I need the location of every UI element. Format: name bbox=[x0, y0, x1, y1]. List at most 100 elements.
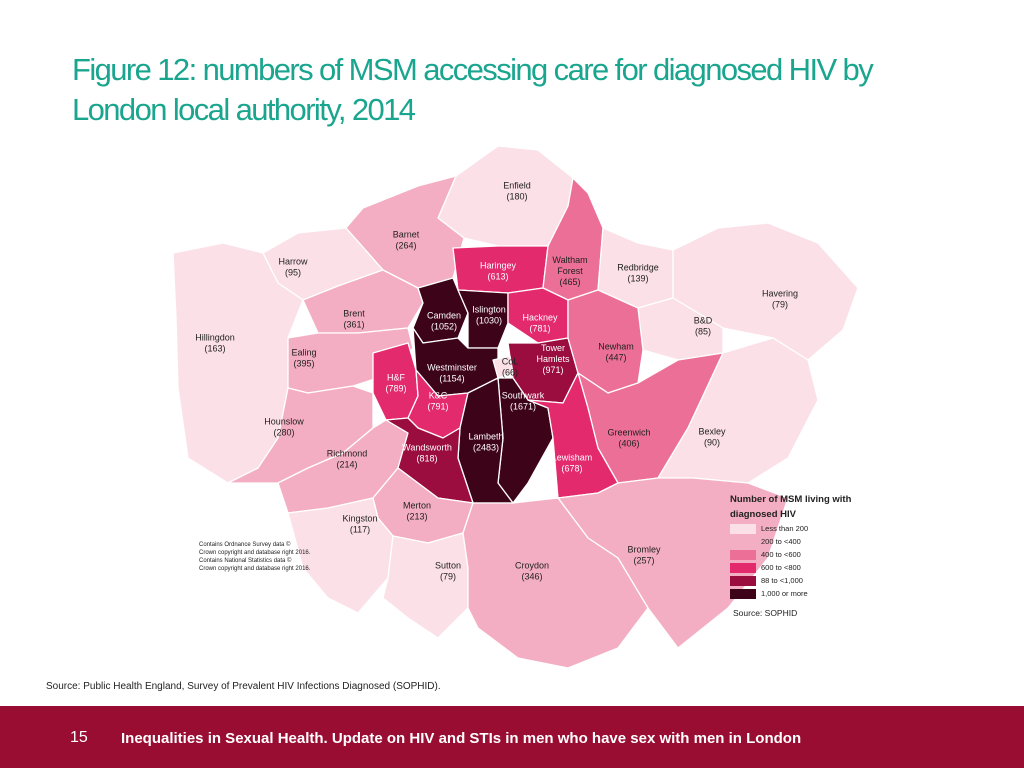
borough-name-label: Barnet bbox=[393, 230, 420, 240]
borough-value-label: (79) bbox=[440, 572, 456, 582]
map-credits: Contains Ordnance Survey data © Crown co… bbox=[199, 541, 359, 573]
borough-value-label: (2483) bbox=[473, 443, 499, 453]
borough-value-label: (95) bbox=[285, 268, 301, 278]
borough-name-label: Ealing bbox=[291, 348, 316, 358]
borough-value-label: (789) bbox=[385, 384, 406, 394]
legend-item: Less than 200 bbox=[730, 522, 890, 535]
borough-name-label: Tower bbox=[541, 343, 565, 353]
borough-name-label: Havering bbox=[762, 289, 798, 299]
borough-name-label: Hamlets bbox=[536, 354, 570, 364]
source-note: Source: Public Health England, Survey of… bbox=[46, 681, 441, 692]
borough-name-label: Kingston bbox=[342, 514, 377, 524]
borough-name-label: Bexley bbox=[698, 427, 726, 437]
borough-value-label: (1052) bbox=[431, 322, 457, 332]
borough-value-label: (346) bbox=[521, 572, 542, 582]
borough-value-label: (361) bbox=[343, 320, 364, 330]
legend-swatch bbox=[730, 549, 756, 560]
borough-value-label: (395) bbox=[293, 359, 314, 369]
legend-swatch bbox=[730, 536, 756, 547]
borough-value-label: (818) bbox=[416, 454, 437, 464]
borough-col bbox=[492, 355, 514, 379]
borough-value-label: (280) bbox=[273, 428, 294, 438]
page-number: 15 bbox=[70, 729, 88, 746]
legend-swatch bbox=[730, 575, 756, 586]
borough-name-label: Lewisham bbox=[552, 453, 593, 463]
legend-item: 1,000 or more bbox=[730, 587, 890, 600]
borough-value-label: (79) bbox=[772, 300, 788, 310]
borough-name-label: Hillingdon bbox=[195, 333, 235, 343]
legend-label: 200 to <400 bbox=[761, 537, 801, 546]
borough-name-label: Greenwich bbox=[607, 428, 650, 438]
page-title: Figure 12: numbers of MSM accessing care… bbox=[72, 52, 874, 127]
legend-swatch bbox=[730, 562, 756, 573]
borough-value-label: (85) bbox=[695, 327, 711, 337]
map-svg: Enfield(180) Barnet(264) Harrow(95) Haringe… bbox=[172, 145, 859, 669]
legend-swatch bbox=[730, 523, 756, 534]
legend-title: Number of MSM living with diagnosed HIV bbox=[730, 494, 852, 520]
borough-value-label: (163) bbox=[204, 344, 225, 354]
borough-name-label: Brent bbox=[343, 309, 365, 319]
london-borough-map: Enfield (180) Barnet (264) Harrow (95) Haringe… bbox=[168, 138, 868, 678]
legend-label: 1,000 or more bbox=[761, 589, 808, 598]
borough-wandsworth bbox=[385, 417, 474, 504]
borough-name-label: Haringey bbox=[480, 261, 517, 271]
footer-bar: 15 Inequalities in Sexual Health. Update… bbox=[0, 706, 1024, 768]
legend-item: 200 to <400 bbox=[730, 535, 890, 548]
borough-name-label: Waltham bbox=[552, 255, 587, 265]
borough-name-label: CoL bbox=[502, 357, 519, 367]
borough-sutton bbox=[382, 532, 469, 639]
borough-name-label: Harrow bbox=[278, 257, 308, 267]
borough-value-label: (257) bbox=[633, 556, 654, 566]
borough-value-label: (447) bbox=[605, 353, 626, 363]
borough-value-label: (791) bbox=[427, 402, 448, 412]
legend-label: 88 to <1,000 bbox=[761, 576, 803, 585]
borough-value-label: (90) bbox=[704, 438, 720, 448]
borough-value-label: (678) bbox=[561, 464, 582, 474]
legend-label: Less than 200 bbox=[761, 524, 809, 533]
borough-name-label: Westminster bbox=[427, 363, 477, 373]
borough-value-label: (139) bbox=[627, 274, 648, 284]
borough-value-label: (1154) bbox=[439, 374, 464, 384]
borough-value-label: (1030) bbox=[476, 316, 502, 326]
borough-name-label: H&F bbox=[387, 373, 406, 383]
borough-value-label: (214) bbox=[336, 460, 357, 470]
borough-name-label: Enfield bbox=[503, 181, 531, 191]
footer-title: Inequalities in Sexual Health. Update on… bbox=[121, 730, 802, 747]
borough-value-label: (781) bbox=[529, 324, 550, 334]
legend-swatch bbox=[730, 588, 756, 599]
borough-value-label: (613) bbox=[487, 272, 508, 282]
borough-name-label: Richmond bbox=[327, 449, 368, 459]
borough-name-label: Hounslow bbox=[264, 417, 304, 427]
borough-name-label: Newham bbox=[598, 342, 634, 352]
borough-bexley bbox=[657, 337, 819, 484]
borough-value-label: (1671) bbox=[510, 402, 536, 412]
borough-croydon bbox=[462, 497, 649, 669]
legend-label: 400 to <600 bbox=[761, 550, 801, 559]
borough-name-label: Lambeth bbox=[468, 432, 503, 442]
borough-name-label: Merton bbox=[403, 501, 431, 511]
borough-value-label: (180) bbox=[506, 192, 527, 202]
borough-value-label: (264) bbox=[395, 241, 416, 251]
map-legend: Number of MSM living with diagnosed HIV … bbox=[730, 492, 890, 618]
legend-item: 400 to <600 bbox=[730, 548, 890, 561]
borough-name-label: B&D bbox=[694, 316, 713, 326]
borough-name-label: Redbridge bbox=[617, 263, 659, 273]
legend-item: 600 to <800 bbox=[730, 561, 890, 574]
borough-value-label: (406) bbox=[618, 439, 639, 449]
borough-name-label: Camden bbox=[427, 311, 461, 321]
credit-line: Contains Ordnance Survey data © bbox=[199, 542, 291, 548]
credit-line: Contains National Statistics data © bbox=[199, 558, 292, 564]
legend-source: Source: SOPHID bbox=[733, 608, 798, 618]
borough-name-label: Hackney bbox=[522, 313, 558, 323]
legend-item: 88 to <1,000 bbox=[730, 574, 890, 587]
borough-name-label: Islington bbox=[472, 305, 506, 315]
borough-name-label: Croydon bbox=[515, 561, 549, 571]
borough-value-label: (213) bbox=[406, 512, 427, 522]
borough-value-label: (465) bbox=[559, 277, 580, 287]
borough-name-label: K&C bbox=[429, 391, 448, 401]
borough-value-label: (971) bbox=[542, 365, 563, 375]
legend-label: 600 to <800 bbox=[761, 563, 801, 572]
borough-name-label: Forest bbox=[557, 266, 583, 276]
borough-value-label: (117) bbox=[350, 525, 370, 535]
borough-value-label: (66) bbox=[502, 368, 518, 378]
